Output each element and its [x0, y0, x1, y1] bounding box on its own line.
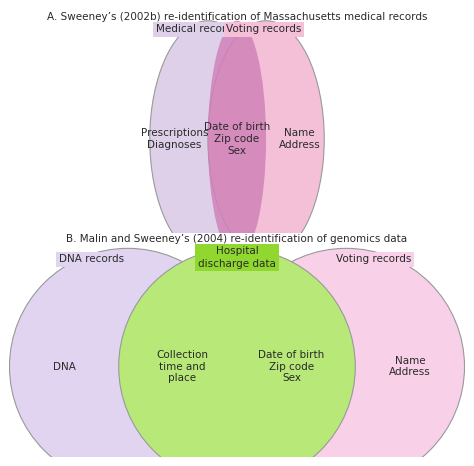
Text: A. Sweeney’s (2002b) re-identification of Massachusetts medical records: A. Sweeney’s (2002b) re-identification o…: [47, 12, 427, 21]
Text: Prescriptions
Diagnoses: Prescriptions Diagnoses: [141, 128, 208, 150]
Ellipse shape: [118, 248, 356, 466]
Text: Date of birth
Zip code
Sex: Date of birth Zip code Sex: [258, 350, 325, 383]
Ellipse shape: [208, 21, 266, 257]
Text: Voting records: Voting records: [336, 254, 411, 265]
Ellipse shape: [228, 248, 465, 466]
Text: Date of birth
Zip code
Sex: Date of birth Zip code Sex: [204, 123, 270, 156]
Text: DNA records: DNA records: [59, 254, 124, 265]
Text: Name
Address: Name Address: [279, 128, 320, 150]
Text: B. Malin and Sweeney’s (2004) re-identification of genomics data: B. Malin and Sweeney’s (2004) re-identif…: [66, 234, 408, 244]
Text: Medical records: Medical records: [155, 24, 238, 34]
Text: DNA: DNA: [53, 362, 75, 372]
Text: Voting records: Voting records: [226, 24, 301, 34]
Text: Hospital
discharge data: Hospital discharge data: [198, 246, 276, 268]
Ellipse shape: [150, 21, 266, 257]
Ellipse shape: [9, 248, 246, 466]
Text: Collection
time and
place: Collection time and place: [156, 350, 209, 383]
Ellipse shape: [208, 21, 324, 257]
Text: Name
Address: Name Address: [389, 356, 431, 377]
